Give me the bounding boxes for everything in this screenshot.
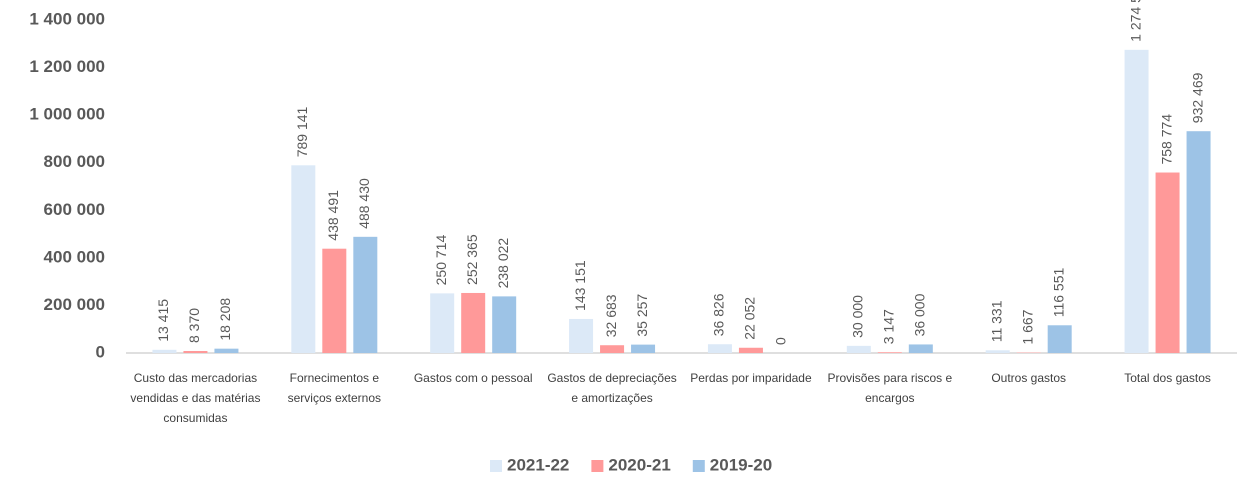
y-tick-label: 1 200 000 — [29, 57, 105, 76]
value-label: 18 208 — [217, 298, 233, 341]
value-label: 438 491 — [325, 190, 341, 241]
legend-label: 2019-20 — [710, 455, 772, 474]
value-label: 758 774 — [1158, 114, 1174, 165]
bar — [846, 345, 871, 353]
y-tick-label: 400 000 — [44, 247, 105, 266]
legend-swatch — [490, 460, 502, 472]
bar — [1155, 172, 1180, 353]
x-tick-label: Perdas por imparidade — [690, 371, 812, 385]
bar — [631, 344, 656, 353]
value-label: 116 551 — [1050, 267, 1066, 317]
value-label: 13 415 — [155, 299, 171, 342]
value-label: 0 — [773, 337, 789, 345]
bar — [492, 296, 517, 353]
value-label: 8 370 — [186, 308, 202, 343]
bar — [291, 165, 316, 353]
y-tick-label: 600 000 — [44, 200, 105, 219]
x-tick-label: Gastos de depreciações e amortizações — [547, 371, 677, 405]
legend-label: 2020-21 — [608, 455, 670, 474]
bar — [908, 344, 933, 353]
value-label: 3 147 — [881, 309, 897, 344]
value-label: 22 052 — [742, 297, 758, 340]
value-label: 252 365 — [464, 234, 480, 285]
value-label: 250 714 — [433, 235, 449, 286]
legend-swatch — [692, 460, 705, 472]
bar — [430, 293, 455, 353]
x-tick-label: Custo das mercadorias vendidas e das mat… — [130, 371, 261, 425]
y-tick-label: 1 400 000 — [29, 9, 105, 28]
x-tick-label: Gastos com o pessoal — [413, 371, 533, 385]
bar — [461, 292, 486, 353]
value-label: 1 667 — [1019, 309, 1035, 344]
value-label: 11 331 — [988, 300, 1004, 342]
y-tick-label: 1 000 000 — [29, 105, 105, 124]
bar — [569, 318, 594, 353]
y-tick-label: 200 000 — [44, 295, 105, 314]
x-tick-label: Provisões para riscos e encargos — [827, 371, 953, 405]
bar — [183, 351, 208, 353]
x-tick-label: Fornecimentos e serviços externos — [287, 371, 381, 405]
value-label: 36 000 — [912, 293, 928, 336]
bar — [1124, 49, 1149, 353]
bar — [707, 344, 732, 353]
value-label: 1 274 578 — [1127, 0, 1143, 42]
bar — [214, 348, 239, 353]
value-label: 238 022 — [495, 238, 511, 289]
bar — [353, 236, 378, 353]
y-tick-label: 0 — [96, 342, 105, 361]
value-label: 488 430 — [356, 178, 372, 229]
bar — [985, 350, 1010, 353]
bar — [1047, 325, 1072, 353]
value-label: 35 257 — [634, 294, 650, 337]
y-tick-label: 800 000 — [44, 152, 105, 171]
bar — [600, 345, 625, 353]
x-tick-label: Outros gastos — [991, 371, 1067, 385]
x-tick-label: Total dos gastos — [1124, 371, 1211, 385]
bar — [877, 352, 902, 353]
bar — [738, 347, 763, 353]
bar — [152, 349, 177, 353]
value-label: 32 683 — [603, 294, 619, 337]
value-label: 30 000 — [850, 295, 866, 338]
value-label: 36 826 — [711, 293, 727, 336]
bar — [1186, 131, 1211, 353]
legend-swatch — [591, 460, 604, 472]
legend-label: 2021-22 — [507, 455, 569, 474]
bar — [322, 248, 347, 353]
value-label: 932 469 — [1189, 72, 1205, 123]
value-label: 143 151 — [572, 260, 588, 311]
value-label: 789 141 — [294, 106, 310, 157]
